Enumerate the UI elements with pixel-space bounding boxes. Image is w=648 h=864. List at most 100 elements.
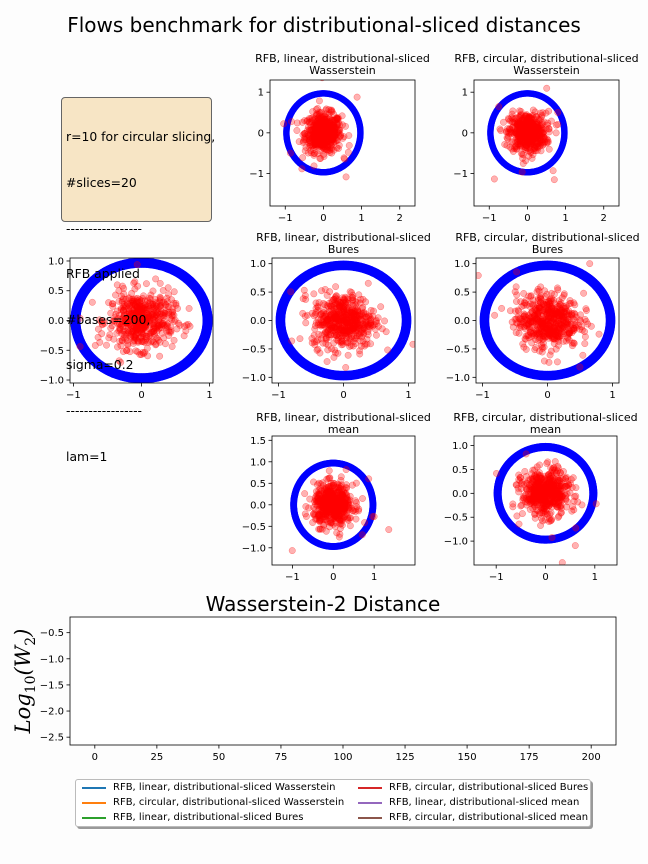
- sample-point: [307, 126, 315, 134]
- sample-point: [330, 121, 337, 129]
- sample-point: [377, 303, 385, 311]
- sample-point: [149, 328, 157, 336]
- sample-point: [119, 318, 127, 326]
- sample-point: [121, 302, 129, 310]
- sample-point: [312, 492, 320, 500]
- sample-point: [324, 316, 332, 324]
- sample-point: [517, 140, 524, 148]
- sample-point: [515, 119, 523, 127]
- sample-point: [323, 130, 331, 138]
- sample-point: [325, 509, 333, 517]
- sample-point: [542, 305, 550, 313]
- sample-point: [156, 293, 164, 301]
- sample-point: [543, 317, 551, 325]
- sample-point: [550, 335, 558, 343]
- sample-point: [338, 499, 346, 506]
- sample-point: [508, 145, 516, 153]
- sample-point: [538, 111, 546, 119]
- sample-point: [327, 500, 335, 508]
- sample-point: [338, 331, 346, 339]
- sample-point: [321, 143, 329, 151]
- sample-point: [532, 132, 540, 140]
- sample-point: [527, 121, 535, 129]
- sample-point: [529, 300, 537, 308]
- sample-point: [326, 288, 334, 296]
- sample-point: [113, 329, 121, 337]
- sample-point: [313, 515, 321, 523]
- sample-point: [512, 129, 520, 137]
- sample-point: [321, 122, 329, 130]
- sample-point: [335, 504, 343, 512]
- sample-point: [535, 318, 543, 325]
- sample-point: [564, 315, 572, 323]
- sample-point: [570, 324, 577, 332]
- sample-point: [336, 525, 344, 532]
- sample-point: [328, 116, 336, 124]
- sample-point: [519, 126, 527, 134]
- sample-point: [327, 322, 335, 330]
- sample-point: [333, 506, 341, 514]
- sample-point: [570, 309, 578, 317]
- sample-point: [133, 326, 141, 334]
- sample-point: [340, 505, 348, 513]
- sample-point: [330, 120, 338, 128]
- plot-area: [493, 442, 600, 565]
- sample-point: [309, 134, 316, 142]
- sample-point: [135, 334, 143, 342]
- sample-point: [322, 501, 330, 509]
- sample-point: [541, 308, 549, 316]
- sample-point: [521, 315, 529, 323]
- sample-point: [119, 314, 127, 322]
- sample-point: [305, 143, 313, 150]
- sample-point: [320, 124, 328, 132]
- sample-point: [337, 499, 345, 507]
- sample-point: [548, 289, 555, 297]
- sample-point: [340, 296, 348, 304]
- sample-point: [570, 339, 578, 347]
- sample-point: [327, 494, 335, 502]
- sample-point: [524, 116, 532, 124]
- sample-point: [314, 127, 322, 135]
- sample-point: [533, 131, 541, 139]
- sample-point: [138, 338, 146, 346]
- sample-point: [140, 292, 147, 300]
- sample-point: [326, 517, 334, 525]
- sample-point: [558, 322, 566, 330]
- sample-point: [171, 316, 179, 324]
- sample-point: [330, 130, 338, 138]
- sample-point: [526, 137, 534, 145]
- sample-point: [514, 118, 522, 126]
- sample-point: [318, 114, 326, 122]
- sample-point: [156, 314, 164, 322]
- sample-point: [150, 313, 158, 321]
- sample-point: [530, 141, 538, 149]
- sample-point: [314, 498, 322, 505]
- sample-point: [124, 327, 132, 335]
- sample-point: [512, 143, 520, 151]
- sample-point: [144, 314, 151, 322]
- sample-point: [529, 124, 537, 132]
- sample-point: [298, 165, 306, 173]
- sample-point: [580, 289, 588, 297]
- sample-point: [314, 123, 322, 131]
- sample-point: [534, 140, 542, 148]
- sample-point: [522, 144, 530, 152]
- sample-point: [184, 320, 192, 328]
- sample-point: [322, 527, 330, 535]
- sample-point: [324, 118, 332, 126]
- sample-point: [322, 491, 330, 499]
- sample-point: [364, 331, 372, 339]
- sample-point: [522, 135, 530, 143]
- sample-point: [527, 327, 535, 335]
- sample-point: [128, 309, 136, 317]
- sample-point: [304, 149, 312, 157]
- sample-point: [563, 321, 571, 329]
- sample-point: [325, 308, 333, 316]
- sample-point: [543, 138, 551, 146]
- sample-point: [141, 315, 149, 323]
- sample-point: [312, 319, 320, 327]
- sample-point: [342, 481, 350, 489]
- sample-point: [550, 319, 558, 327]
- sample-point: [549, 332, 557, 340]
- sample-point: [564, 320, 572, 328]
